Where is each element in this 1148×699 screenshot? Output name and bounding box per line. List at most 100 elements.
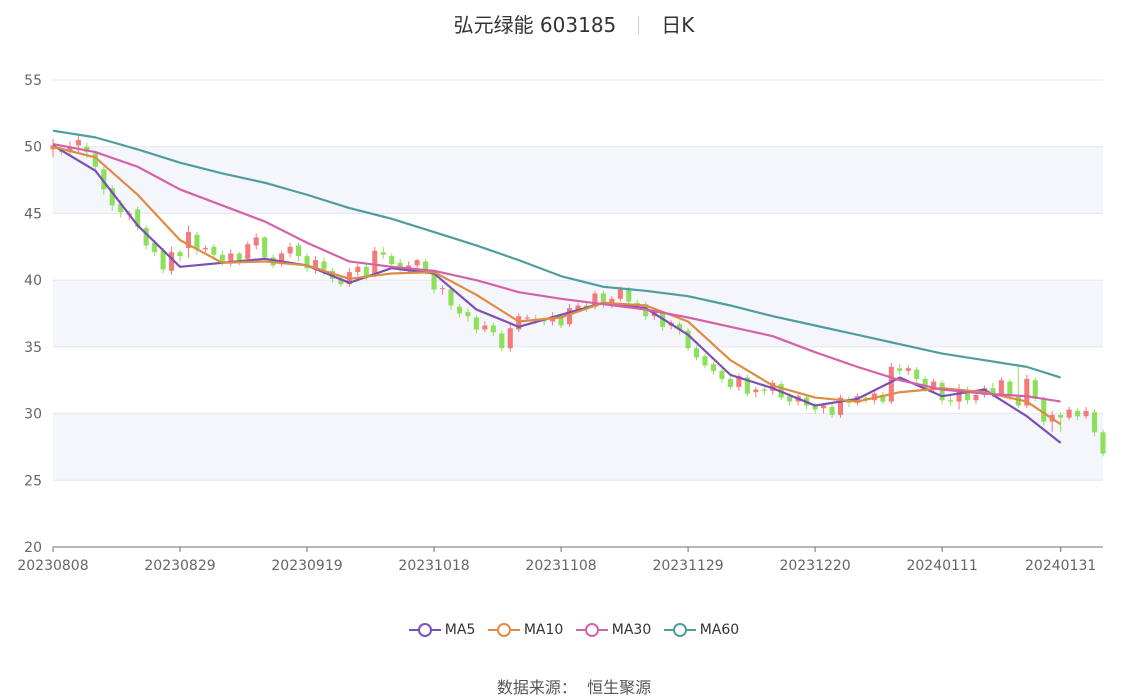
candle	[998, 377, 1004, 397]
candle-body	[694, 348, 700, 358]
candle-body	[990, 388, 996, 394]
candle-body	[617, 289, 623, 299]
candle	[312, 256, 319, 274]
candle-body	[236, 253, 242, 261]
candle	[1066, 406, 1072, 421]
candle-body	[431, 272, 437, 290]
candle-body	[660, 313, 666, 327]
candle	[685, 328, 691, 351]
grid-band	[53, 280, 1103, 347]
candle	[1007, 378, 1013, 401]
candle-body	[338, 278, 344, 285]
chart-title-period: 日K	[661, 13, 695, 37]
candle	[202, 245, 208, 253]
candle	[389, 253, 395, 269]
candle-body	[245, 244, 251, 259]
candle	[473, 314, 479, 334]
x-tick-label: 20230919	[271, 558, 342, 574]
candle-body	[516, 316, 522, 330]
candle	[694, 345, 700, 361]
candle	[507, 322, 513, 353]
grid-band	[53, 413, 1103, 481]
candle	[279, 250, 285, 267]
x-tick-label: 20230829	[144, 558, 215, 574]
candle	[905, 365, 911, 375]
candle-body	[1083, 410, 1089, 417]
candle-body	[998, 380, 1004, 394]
candle-body	[956, 389, 962, 402]
candle-body	[922, 378, 928, 390]
legend-item-ma60[interactable]: MA60	[663, 622, 739, 638]
x-tick-label: 20231220	[779, 558, 850, 574]
candle-body	[67, 146, 73, 153]
candle	[1100, 429, 1106, 457]
candle-body	[558, 317, 564, 326]
candle-body	[448, 289, 454, 306]
candle-body	[279, 253, 285, 265]
candle-body	[1091, 412, 1098, 433]
candle-body	[185, 232, 192, 249]
candle	[753, 386, 759, 398]
candle-body	[753, 389, 759, 393]
candle	[287, 242, 293, 258]
candle-body	[109, 188, 115, 206]
candle	[185, 225, 192, 258]
candlestick-chart[interactable]: 20 25 30 35 40 45 50 55 20230808 20230829 20230919…	[0, 0, 1148, 610]
x-tick-label: 20231129	[652, 558, 723, 574]
data-source: 数据来源： 恒生聚源	[0, 674, 1148, 698]
candle-body	[465, 312, 471, 317]
candle	[228, 249, 234, 267]
candle-body	[75, 140, 81, 146]
candle	[143, 225, 149, 250]
candle-body	[169, 252, 175, 271]
candle-body	[761, 389, 767, 391]
data-source-label: 数据来源：	[496, 678, 577, 697]
candle	[880, 392, 886, 405]
candle-body	[575, 305, 581, 310]
legend-item-ma30[interactable]: MA30	[575, 622, 651, 638]
chart-title-stock: 弘元绿能 603185	[453, 13, 617, 37]
candle-body	[787, 396, 793, 402]
candle-body	[821, 405, 827, 409]
legend-marker-ma60	[663, 623, 696, 637]
candle-body	[719, 370, 725, 379]
candle	[236, 252, 242, 266]
y-tick-label: 40	[24, 273, 42, 289]
x-tick-label: 20231018	[398, 558, 469, 574]
candle-body	[1032, 380, 1038, 399]
candle-body	[1100, 432, 1106, 454]
candle-body	[372, 250, 378, 275]
candle	[702, 353, 708, 369]
candle-body	[770, 382, 776, 391]
candle	[1041, 396, 1047, 426]
legend-item-ma10[interactable]: MA10	[487, 622, 563, 638]
candle	[92, 150, 98, 171]
title-separator	[638, 16, 640, 34]
candle-body	[1058, 414, 1064, 418]
candle-body	[914, 369, 920, 379]
candle-body	[363, 266, 369, 277]
series-line-ma30	[52, 142, 1061, 403]
candle-body	[812, 405, 818, 410]
candle-body	[626, 289, 632, 302]
candle-body	[1041, 398, 1047, 422]
candle	[677, 321, 683, 335]
candle	[1083, 406, 1089, 419]
candle-body	[92, 153, 98, 167]
candle-body	[389, 256, 395, 265]
legend-label-ma5: MA5	[444, 622, 476, 638]
candle-body	[677, 324, 683, 330]
candle	[262, 236, 268, 261]
candle-body	[1007, 381, 1013, 397]
candle-body	[1075, 410, 1081, 417]
candle-body	[414, 260, 420, 266]
candle-body	[482, 325, 488, 330]
legend-item-ma5[interactable]: MA5	[408, 622, 476, 638]
candle	[600, 290, 606, 309]
candle	[169, 246, 175, 275]
candle-body	[829, 406, 835, 415]
candle-body	[897, 368, 903, 371]
candle-body	[524, 317, 530, 319]
candle	[109, 185, 115, 211]
candle-body	[566, 308, 573, 325]
